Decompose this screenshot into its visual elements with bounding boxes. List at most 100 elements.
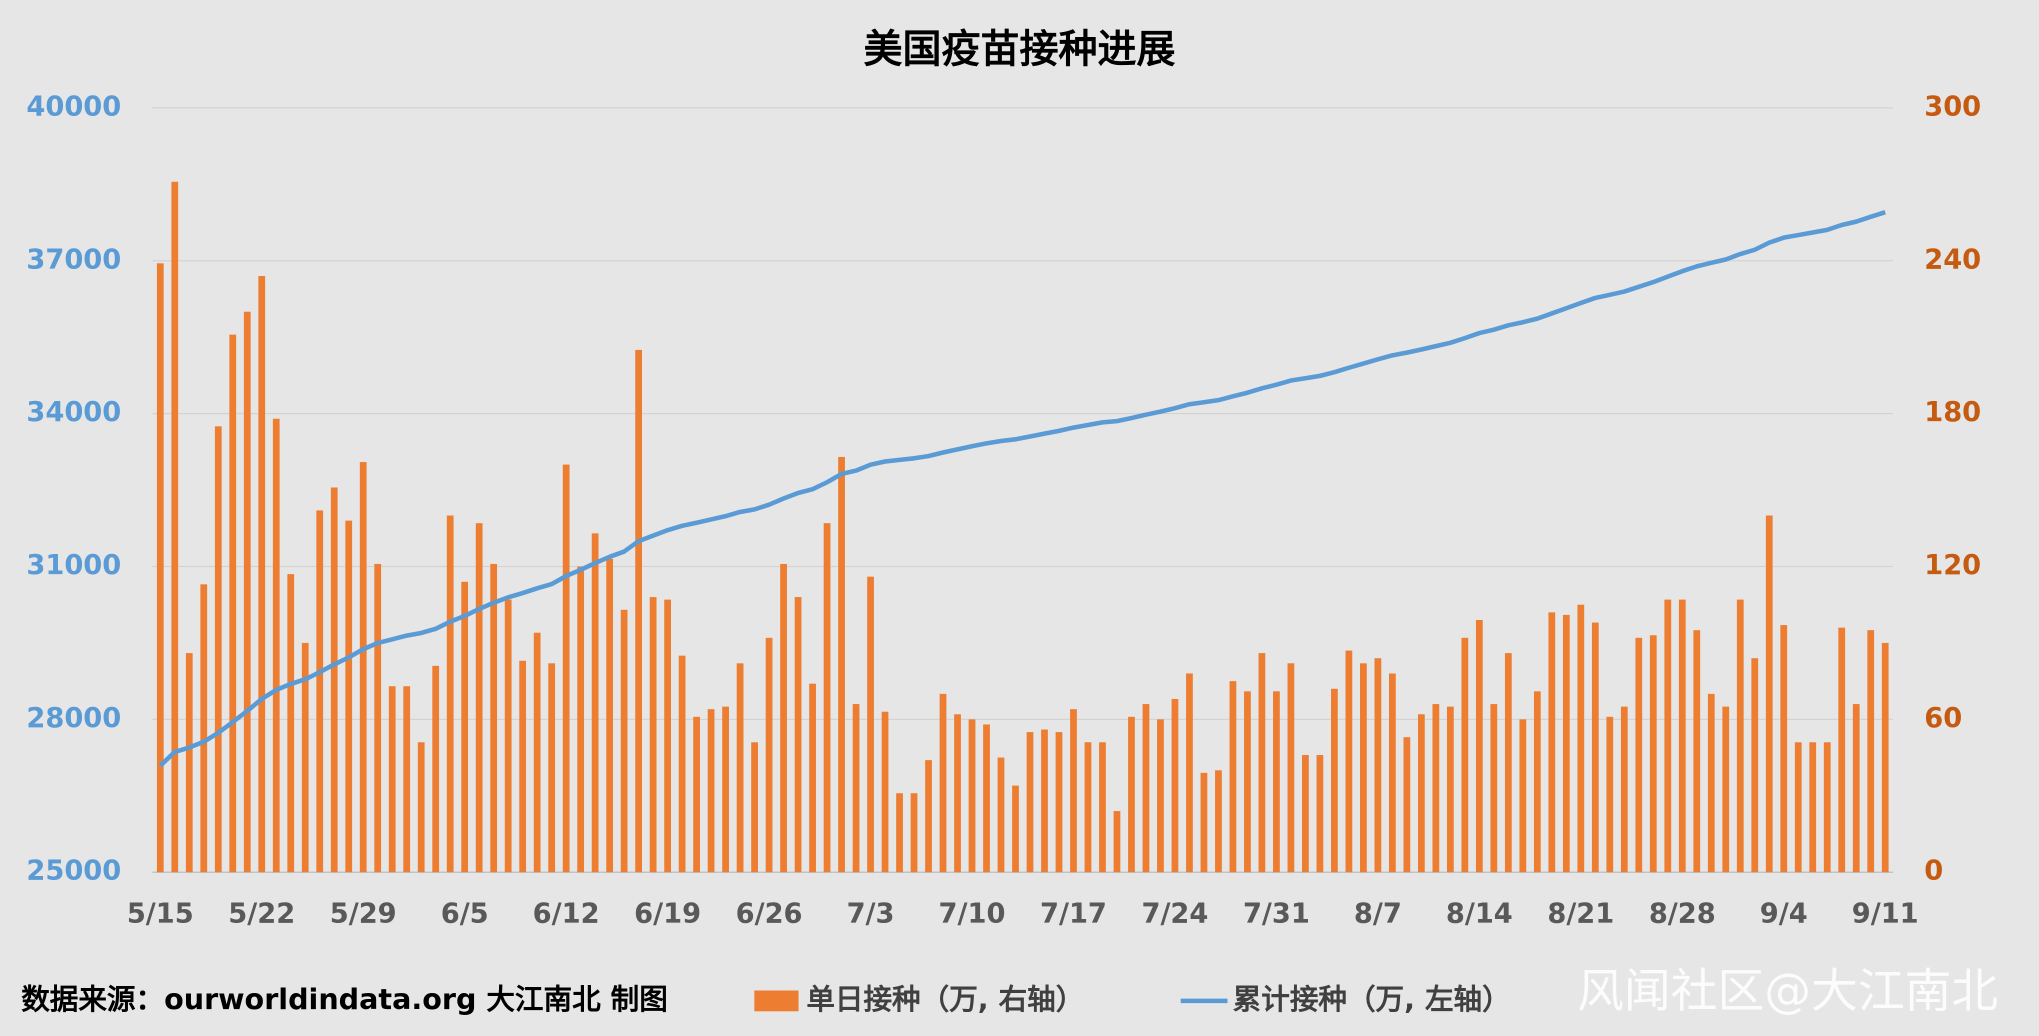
x-tick-label: 5/15 <box>127 899 194 930</box>
bar <box>359 462 367 873</box>
bar <box>345 520 353 873</box>
bar <box>432 665 440 873</box>
x-tick-label: 8/28 <box>1649 899 1716 930</box>
bar <box>635 349 643 873</box>
legend-swatch <box>754 990 799 1012</box>
x-tick-label: 6/26 <box>736 899 803 930</box>
bar <box>852 704 860 873</box>
bar <box>1403 737 1411 873</box>
x-tick-label: 7/24 <box>1141 899 1208 930</box>
bar <box>968 719 976 873</box>
legend-label: 单日接种（万, 右轴） <box>806 982 1084 1016</box>
bar <box>678 655 686 873</box>
bar <box>1490 704 1498 873</box>
bar <box>156 263 164 873</box>
bar <box>983 724 990 873</box>
bar <box>1287 663 1295 873</box>
bar <box>925 760 932 873</box>
bar <box>287 574 295 873</box>
bar <box>1577 604 1585 873</box>
bar <box>1331 688 1338 873</box>
line <box>158 210 1886 768</box>
bar <box>1345 650 1353 873</box>
bar <box>867 576 874 873</box>
bar <box>1157 719 1164 873</box>
bar <box>1809 742 1817 873</box>
bar <box>1055 732 1063 873</box>
bar <box>403 686 411 873</box>
x-tick-label: 5/22 <box>228 899 295 930</box>
bar <box>446 515 454 873</box>
bar <box>1360 663 1367 873</box>
bar <box>1171 698 1179 873</box>
bar <box>809 683 816 873</box>
bar <box>1852 704 1860 873</box>
bar <box>301 642 309 873</box>
bar <box>1244 691 1251 873</box>
x-tick-label: 6/5 <box>441 899 489 930</box>
bar <box>374 563 382 873</box>
bar <box>707 709 715 873</box>
bar <box>751 742 758 873</box>
bar <box>591 533 599 873</box>
bar <box>1722 706 1730 873</box>
bar <box>765 637 773 873</box>
bar <box>1635 637 1643 873</box>
bar <box>1302 755 1309 873</box>
y2-tick-label: 180 <box>1924 397 1981 428</box>
bar <box>1838 627 1846 873</box>
x-tick-label: 7/10 <box>939 899 1006 930</box>
bar <box>1432 704 1440 873</box>
bar <box>548 663 556 873</box>
bar <box>461 581 469 873</box>
y-tick-label: 40000 <box>26 91 121 122</box>
bar <box>316 510 324 873</box>
bar <box>780 563 787 873</box>
bar <box>533 632 541 873</box>
bar <box>388 686 396 873</box>
y2-tick-label: 0 <box>1924 856 1943 887</box>
bar <box>214 426 222 873</box>
bar <box>896 793 903 873</box>
bar <box>1504 653 1512 873</box>
bar <box>1099 742 1106 873</box>
bar <box>1649 635 1657 873</box>
bar <box>1012 785 1019 873</box>
bar <box>258 276 266 873</box>
bar <box>243 311 251 873</box>
bar <box>1388 673 1396 873</box>
bar <box>722 706 729 873</box>
y-tick-label: 28000 <box>26 703 121 734</box>
bar <box>939 693 947 873</box>
bar <box>1620 706 1628 873</box>
bar <box>1606 716 1614 873</box>
bar <box>1823 742 1831 873</box>
bar <box>1707 693 1715 873</box>
x-tick-label: 9/4 <box>1760 899 1808 930</box>
bar <box>997 757 1005 873</box>
x-tick-label: 7/31 <box>1243 899 1310 930</box>
bar <box>838 456 845 873</box>
y-tick-label: 31000 <box>26 550 121 581</box>
bar <box>1591 622 1599 873</box>
bar <box>620 609 628 873</box>
bar <box>1316 755 1324 873</box>
bar <box>910 793 918 873</box>
legend-label: 累计接种（万, 左轴） <box>1233 982 1511 1016</box>
y-tick-label: 25000 <box>26 856 121 887</box>
bar <box>794 597 802 873</box>
x-tick-label: 6/19 <box>634 899 701 930</box>
bar <box>1664 599 1672 873</box>
x-tick-label: 6/12 <box>533 899 600 930</box>
y-tick-label: 37000 <box>26 244 121 275</box>
x-tick-label: 5/29 <box>330 899 397 930</box>
x-tick-label: 8/21 <box>1547 899 1614 930</box>
bar <box>1693 630 1701 873</box>
bar <box>1142 704 1150 873</box>
chart-title: 美国疫苗接种进展 <box>864 27 1176 72</box>
bar <box>1417 714 1425 873</box>
bar <box>200 584 208 873</box>
bar <box>1765 515 1773 873</box>
